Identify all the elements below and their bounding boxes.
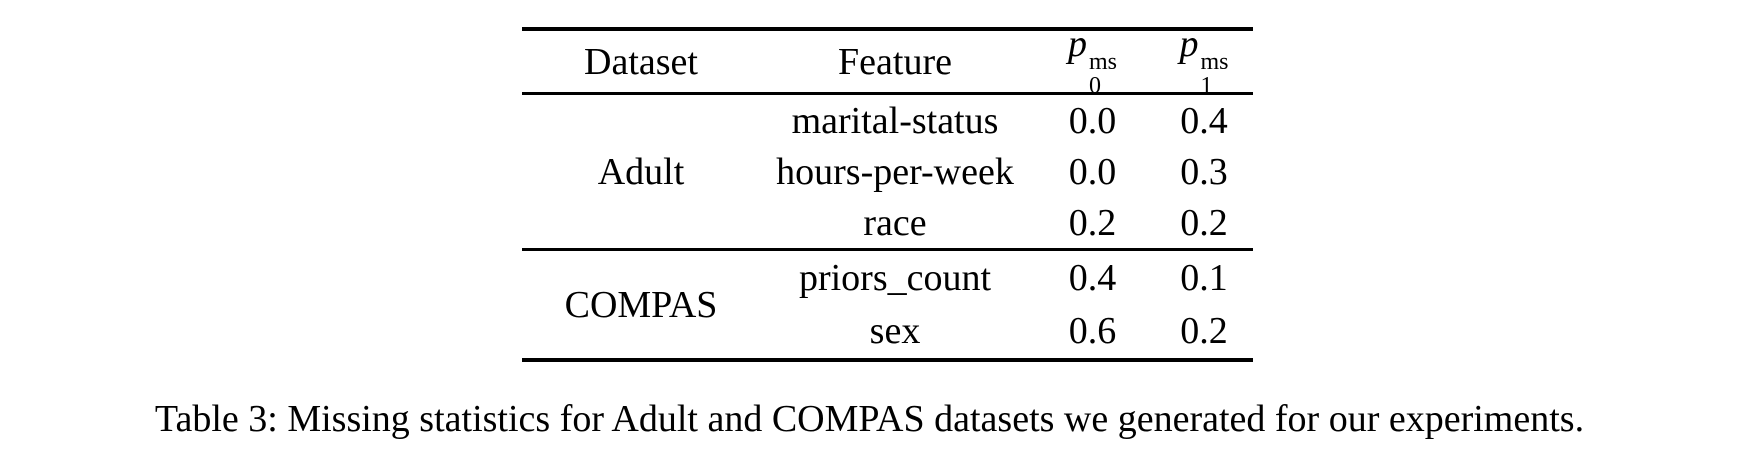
- p1-cell: 0.1: [1180, 256, 1228, 299]
- table-bottom-rule: [522, 358, 1253, 362]
- p0-cell: 0.4: [1068, 256, 1117, 299]
- table-row: priors_count 0.4 0.1: [760, 251, 1253, 305]
- missing-stats-table: Dataset Feature p ms 0 p ms 1 Adult marital-…: [522, 25, 1253, 362]
- header-feature: Feature: [838, 40, 952, 83]
- p1-cell: 0.2: [1180, 201, 1228, 244]
- p1-subscript: 1: [1200, 73, 1213, 99]
- table-row: sex 0.6 0.2: [760, 305, 1253, 359]
- table-caption: Table 3: Missing statistics for Adult an…: [154, 398, 1585, 440]
- feature-cell: sex: [869, 310, 921, 353]
- dataset-label: COMPAS: [564, 283, 718, 326]
- p0-subscript: 0: [1088, 73, 1101, 99]
- table-top-rule: [522, 27, 1253, 31]
- header-rule: [522, 92, 1253, 95]
- feature-cell: hours-per-week: [776, 150, 1014, 193]
- feature-cell: race: [863, 201, 927, 244]
- p1-superscript: ms: [1200, 49, 1229, 75]
- feature-cell: priors_count: [798, 256, 992, 299]
- p0-superscript: ms: [1088, 49, 1117, 75]
- table-row: hours-per-week 0.0 0.3: [760, 146, 1253, 197]
- header-p0: p ms 0: [1030, 25, 1155, 98]
- p0-cell: 0.6: [1068, 310, 1117, 353]
- dataset-label: Adult: [597, 150, 685, 193]
- feature-cell: marital-status: [791, 99, 999, 142]
- math-p1-ms: p ms 1: [1179, 23, 1229, 99]
- p1-cell: 0.2: [1180, 310, 1228, 353]
- dataset-group-adult: Adult marital-status 0.0 0.4 hours-per-w…: [522, 95, 1253, 248]
- p1-cell: 0.4: [1180, 99, 1228, 142]
- table-header-row: Dataset Feature p ms 0 p ms 1: [522, 25, 1253, 98]
- p0-cell: 0.0: [1068, 99, 1117, 142]
- dataset-group-compas: COMPAS priors_count 0.4 0.1 sex 0.6 0.2: [522, 251, 1253, 358]
- table-row: marital-status 0.0 0.4: [760, 95, 1253, 146]
- p0-cell: 0.2: [1068, 201, 1117, 244]
- math-p0-ms: p ms 0: [1067, 23, 1117, 99]
- section-rule: [522, 248, 1253, 251]
- header-dataset: Dataset: [584, 40, 698, 83]
- p1-cell: 0.3: [1180, 150, 1228, 193]
- header-p1: p ms 1: [1155, 25, 1253, 98]
- p0-cell: 0.0: [1068, 150, 1117, 193]
- table-row: race 0.2 0.2: [760, 197, 1253, 248]
